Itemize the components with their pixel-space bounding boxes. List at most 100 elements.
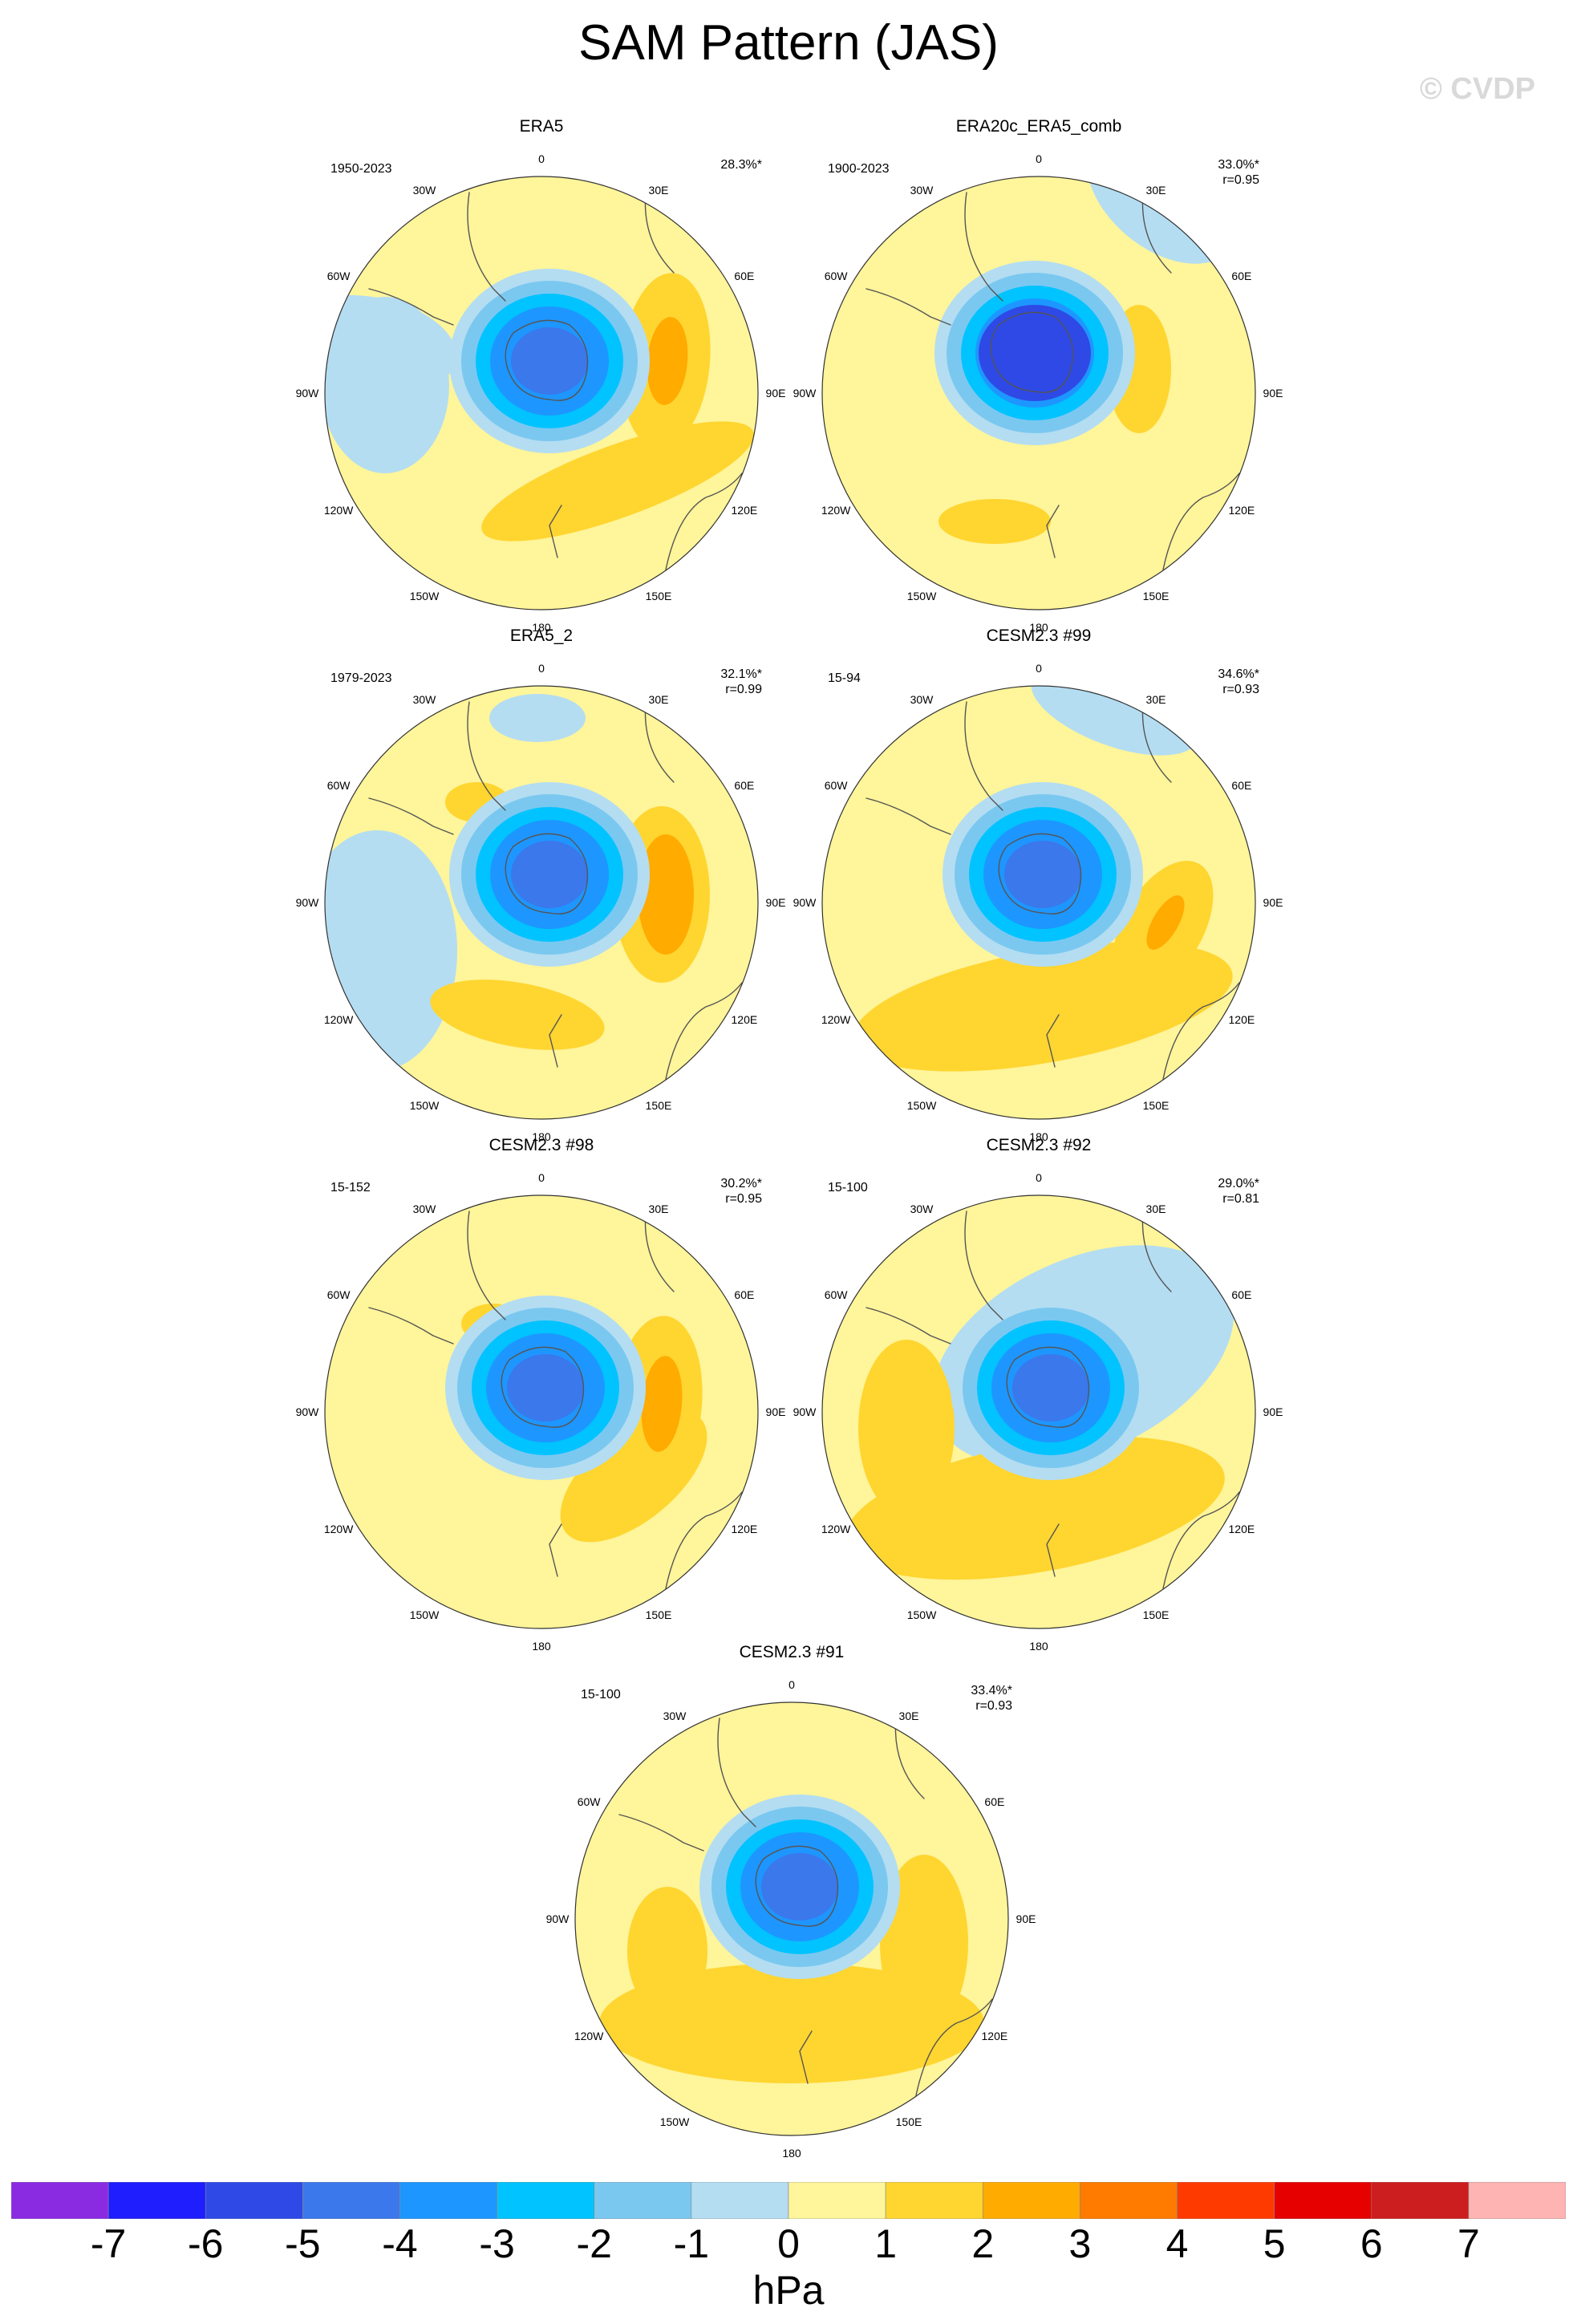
coastline-antarctica: [1006, 1346, 1090, 1428]
coastline-south-america: [467, 701, 506, 811]
coastline-antarctica: [505, 833, 589, 915]
colorbar-labels: -7 -6 -5 -4 -3 -2 -1 0 1 2 3 4 5 6 7: [11, 2221, 1566, 2269]
pattern-correlation: r=0.99: [725, 683, 762, 696]
anomaly-positive-strong: [647, 317, 688, 405]
coastline-new-zealand: [1046, 1523, 1060, 1577]
anomaly-negative: [489, 694, 586, 742]
longitude-label: 150W: [906, 589, 937, 602]
panel-period: 15-152: [330, 1181, 371, 1194]
polar-map: [324, 176, 759, 610]
longitude-label: 60E: [1231, 270, 1252, 282]
longitude-label: 90W: [793, 1405, 817, 1418]
anomaly-negative-core: [511, 841, 588, 908]
anomaly-negative-core: [761, 1853, 838, 1920]
map-field: [325, 176, 758, 610]
longitude-label: 90E: [1263, 896, 1283, 909]
longitude-label: 0: [538, 662, 545, 675]
colorbar-swatch: [497, 2182, 595, 2219]
colorbar-tick-label: 0: [777, 2221, 800, 2266]
anomaly-negative-core: [507, 1354, 584, 1422]
longitude-label: 150E: [1142, 1608, 1170, 1621]
map-field: [822, 686, 1255, 1119]
coastline-new-zealand: [1046, 1014, 1060, 1068]
explained-variance: 30.2%*: [720, 1177, 762, 1190]
coastline-south-america: [964, 192, 1003, 302]
longitude-label: 150E: [895, 2115, 922, 2128]
anomaly-positive-strong: [1146, 895, 1185, 950]
colorbar-swatch: [788, 2182, 886, 2219]
coastline-australia: [665, 982, 743, 1080]
colorbar-swatch: [885, 2182, 983, 2219]
coastline-south-america: [964, 1211, 1003, 1320]
longitude-label: 90E: [1263, 387, 1283, 400]
coastline-new-zealand: [549, 1523, 562, 1577]
colorbar-swatch: [107, 2182, 206, 2219]
map-panel: CESM2.3 #98 15-152 30.2%* r=0.95 0 30E 60E 90E 1…: [296, 1136, 802, 1653]
longitude-label: 90W: [295, 896, 319, 909]
longitude-label: 90W: [793, 387, 817, 400]
anomaly-negative-core: [1012, 1354, 1089, 1422]
coastline-south-america: [866, 1307, 951, 1345]
longitude-label: 60W: [824, 1288, 848, 1301]
anomaly-negative-deep: [979, 305, 1091, 401]
colorbar-tick-label: 4: [1166, 2221, 1189, 2266]
longitude-label: 0: [1036, 152, 1042, 165]
colorbar-swatch: [1080, 2182, 1178, 2219]
longitude-label: 120E: [1228, 1013, 1255, 1026]
coastline-australia: [665, 473, 743, 570]
anomaly-positive: [880, 1855, 968, 2031]
panel-period: 1950-2023: [330, 162, 392, 176]
longitude-label: 60E: [1231, 779, 1252, 792]
longitude-label: 150E: [1142, 589, 1170, 602]
polar-map: [574, 1701, 1009, 2136]
panel-title: ERA5: [519, 117, 564, 136]
colorbar-swatch: [1371, 2182, 1470, 2219]
coastline-south-america: [467, 192, 506, 302]
colorbar-tick-label: 7: [1457, 2221, 1480, 2266]
colorbar-swatch: [205, 2182, 303, 2219]
longitude-label: 120E: [731, 504, 758, 517]
longitude-label: 120W: [821, 1013, 851, 1026]
coastline-antarctica: [505, 319, 589, 401]
explained-variance: 32.1%*: [720, 667, 762, 681]
coastline-australia: [1162, 1491, 1240, 1589]
longitude-label: 180: [532, 1640, 551, 1653]
coastline-south-america: [866, 288, 951, 326]
longitude-label: 90W: [545, 1912, 570, 1925]
coastline-south-america: [368, 797, 454, 835]
map-panel: CESM2.3 #91 15-100 33.4%* r=0.93 0 30E 60E 90E 1…: [546, 1643, 1052, 2160]
longitude-label: 180: [1029, 621, 1048, 634]
longitude-label: 90E: [765, 387, 786, 400]
longitude-label: 60E: [984, 1795, 1005, 1808]
map-boundary: [821, 1194, 1256, 1629]
coastline-south-america: [467, 1211, 506, 1320]
longitude-label: 0: [788, 1678, 795, 1691]
colorbar-swatch: [11, 2182, 109, 2219]
anomaly-negative-core: [1004, 841, 1081, 908]
longitude-label: 30W: [663, 1710, 687, 1723]
longitude-label: 60W: [824, 779, 848, 792]
watermark: © CVDP: [1419, 72, 1535, 106]
coastline-antarctica: [501, 1346, 585, 1428]
coastline-south-america: [866, 797, 951, 835]
panel-statistics: 29.0%* r=0.81: [1218, 1176, 1259, 1207]
longitude-label: 120E: [731, 1523, 758, 1535]
longitude-label: 150E: [1142, 1098, 1170, 1112]
colorbar-swatch: [1274, 2182, 1372, 2219]
longitude-label: 150W: [906, 1608, 937, 1621]
longitude-label: 30E: [1145, 1203, 1166, 1216]
polar-map: [324, 685, 759, 1120]
coastline-australia: [1162, 473, 1240, 570]
colorbar-units: hPa: [752, 2268, 825, 2313]
map-panel: ERA5_2 1979-2023 32.1%* r=0.99 0 30E 60E 90E 120…: [296, 627, 802, 1143]
colorbar-tick-label: -3: [479, 2221, 515, 2266]
panel-title: ERA5_2: [509, 627, 574, 645]
longitude-label: 60E: [1231, 1288, 1252, 1301]
panel-statistics: 33.4%* r=0.93: [971, 1683, 1012, 1714]
anomaly-positive-strong: [641, 1356, 683, 1452]
longitude-label: 150W: [409, 1608, 440, 1621]
anomaly-positive: [858, 1340, 955, 1516]
longitude-label: 0: [538, 152, 545, 165]
map-field: [822, 1195, 1255, 1628]
longitude-label: 180: [532, 621, 551, 634]
